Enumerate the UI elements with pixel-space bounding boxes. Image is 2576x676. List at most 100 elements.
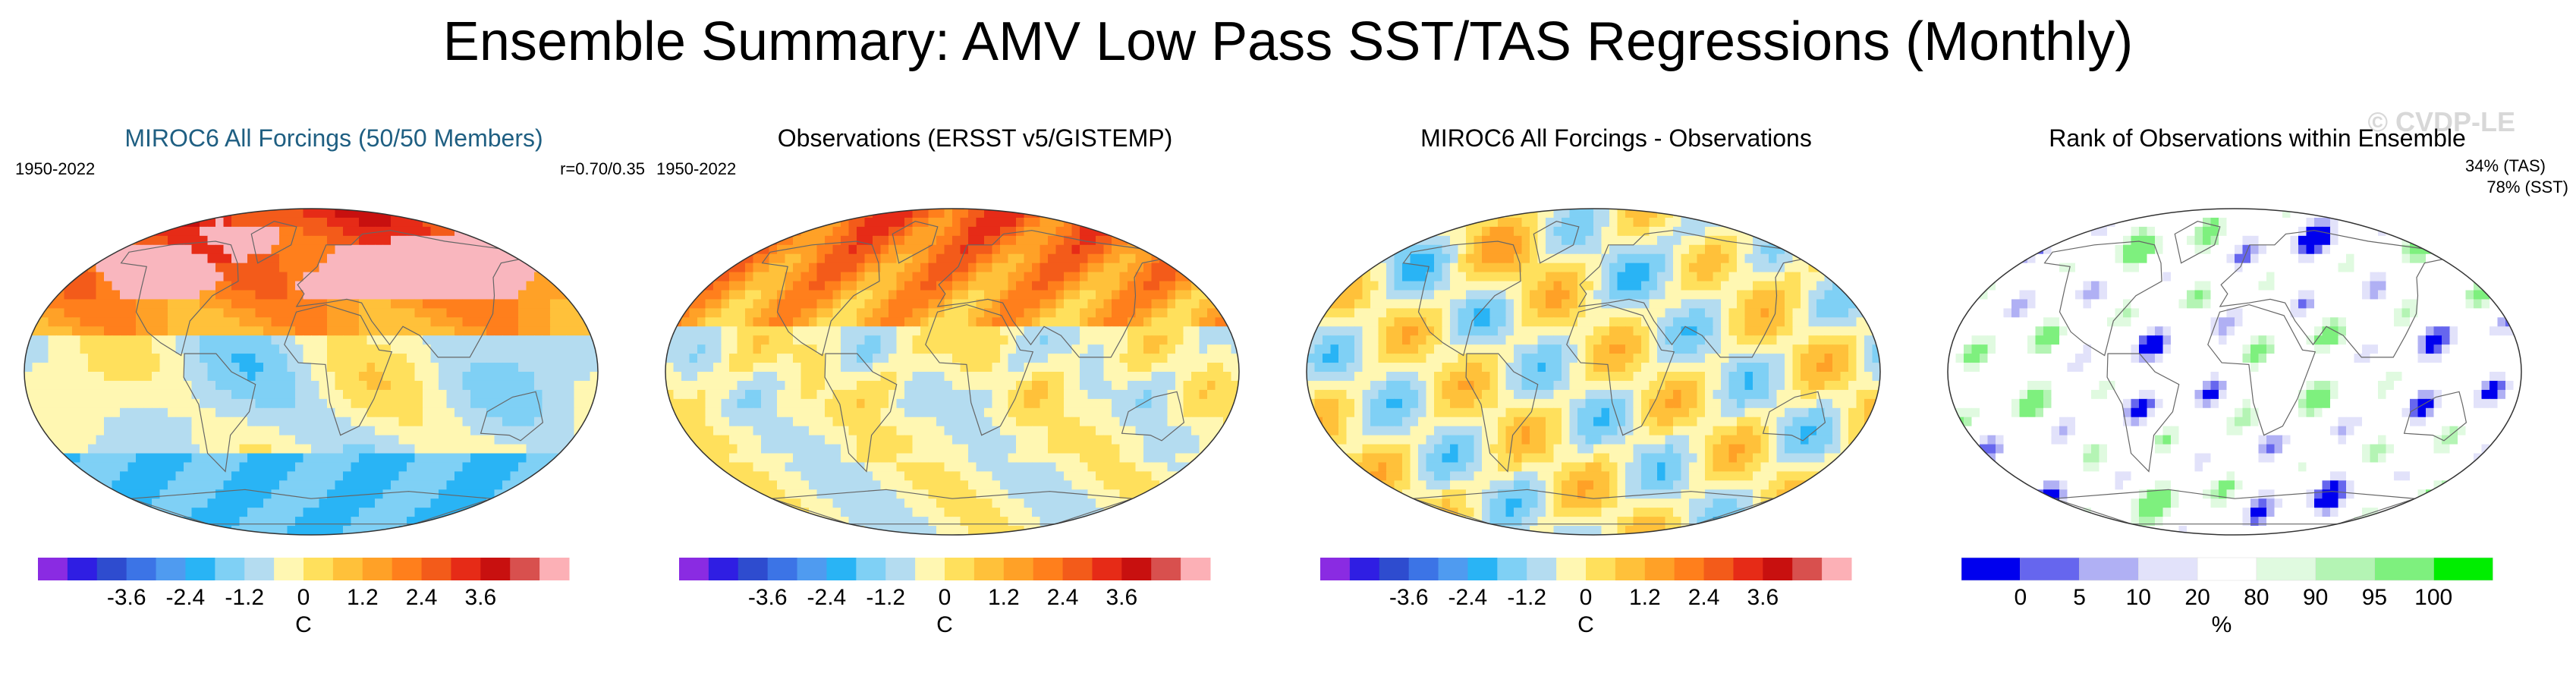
map-cell — [1143, 253, 1153, 264]
map-cell — [191, 272, 200, 282]
map-cell — [793, 217, 802, 228]
map-cell — [809, 354, 818, 363]
map-cell — [391, 354, 400, 363]
map-cell — [673, 354, 682, 363]
map-cell — [143, 226, 153, 237]
map-cell — [1223, 272, 1232, 282]
map-cell — [1032, 444, 1041, 454]
map-cell — [832, 363, 841, 373]
map-cell — [785, 435, 794, 445]
map-cell — [510, 380, 519, 391]
map-cell — [1064, 263, 1073, 273]
map-cell — [896, 344, 905, 354]
map-cell — [80, 471, 89, 481]
map-cell — [1055, 308, 1065, 318]
map-cell — [737, 226, 746, 237]
map-cell — [1167, 363, 1176, 373]
map-cell — [423, 398, 432, 409]
map-cell — [1024, 444, 1033, 454]
map-cell — [231, 508, 241, 517]
map-cell — [247, 263, 256, 273]
map-cell — [1128, 253, 1137, 264]
map-cell — [247, 326, 256, 336]
map-cell — [80, 253, 89, 264]
map-cell — [143, 453, 153, 464]
map-cell — [446, 372, 455, 382]
map-cell — [255, 344, 264, 354]
map-cell — [1080, 444, 1089, 454]
map-cell — [1151, 253, 1160, 264]
map-cell — [152, 326, 161, 336]
map-cell — [366, 480, 376, 490]
map-cell — [928, 389, 937, 400]
map-cell — [303, 272, 312, 282]
map-cell — [143, 526, 153, 535]
map-cell — [398, 363, 407, 373]
map-cell — [200, 263, 209, 273]
map-cell — [327, 209, 336, 219]
map-cell — [1048, 253, 1057, 264]
map-cell — [590, 389, 598, 400]
map-cell — [1183, 426, 1192, 436]
map-cell — [566, 380, 575, 391]
map-cell — [502, 299, 511, 309]
map-cell — [207, 263, 216, 273]
map-cell — [1096, 453, 1105, 464]
map-cell — [88, 372, 97, 382]
map-cell — [239, 444, 248, 454]
map-cell — [351, 335, 360, 345]
map-cell — [904, 407, 914, 418]
map-cell — [1135, 426, 1144, 436]
map-cell — [816, 263, 826, 273]
map-cell — [1055, 290, 1065, 300]
map-cell — [864, 335, 873, 345]
colorbar-swatch — [215, 558, 245, 580]
map-cell — [848, 462, 857, 472]
map-cell — [896, 226, 905, 237]
map-cell — [1048, 226, 1057, 237]
map-cell — [550, 235, 559, 246]
map-cell — [857, 407, 866, 418]
map-cell — [279, 526, 288, 535]
map-cell — [414, 235, 423, 246]
map-cell — [1000, 354, 1009, 363]
map-cell — [239, 435, 248, 445]
map-cell — [127, 335, 137, 345]
map-cell — [407, 308, 416, 318]
map-cell — [335, 244, 344, 255]
map-cell — [729, 480, 738, 490]
map-cell — [1064, 372, 1073, 382]
map-cell — [48, 326, 57, 336]
map-cell — [1143, 389, 1153, 400]
map-cell — [462, 344, 471, 354]
map-cell — [1159, 335, 1168, 345]
map-cell — [414, 272, 423, 282]
map-cell — [247, 235, 256, 246]
map-cell — [247, 417, 256, 427]
map-cell — [1231, 217, 1239, 228]
map-cell — [1231, 317, 1239, 327]
map-cell — [1135, 344, 1144, 354]
map-cell — [48, 217, 57, 228]
map-cell — [1159, 407, 1168, 418]
map-cell — [769, 263, 778, 273]
map-cell — [343, 363, 352, 373]
map-cell — [303, 326, 312, 336]
map-cell — [800, 380, 810, 391]
map-cell — [319, 435, 328, 445]
map-cell — [80, 517, 89, 527]
map-cell — [745, 380, 754, 391]
map-cell — [713, 435, 722, 445]
map-cell — [1008, 226, 1017, 237]
map-cell — [239, 489, 248, 499]
map-cell — [96, 253, 105, 264]
map-cell — [366, 526, 376, 535]
map-cell — [168, 308, 177, 318]
map-cell — [207, 471, 216, 481]
map-cell — [968, 272, 977, 282]
map-cell — [1080, 480, 1089, 490]
map-cell — [72, 263, 81, 273]
map-cell — [1175, 417, 1184, 427]
map-cell — [1159, 272, 1168, 282]
map-cell — [590, 290, 598, 300]
